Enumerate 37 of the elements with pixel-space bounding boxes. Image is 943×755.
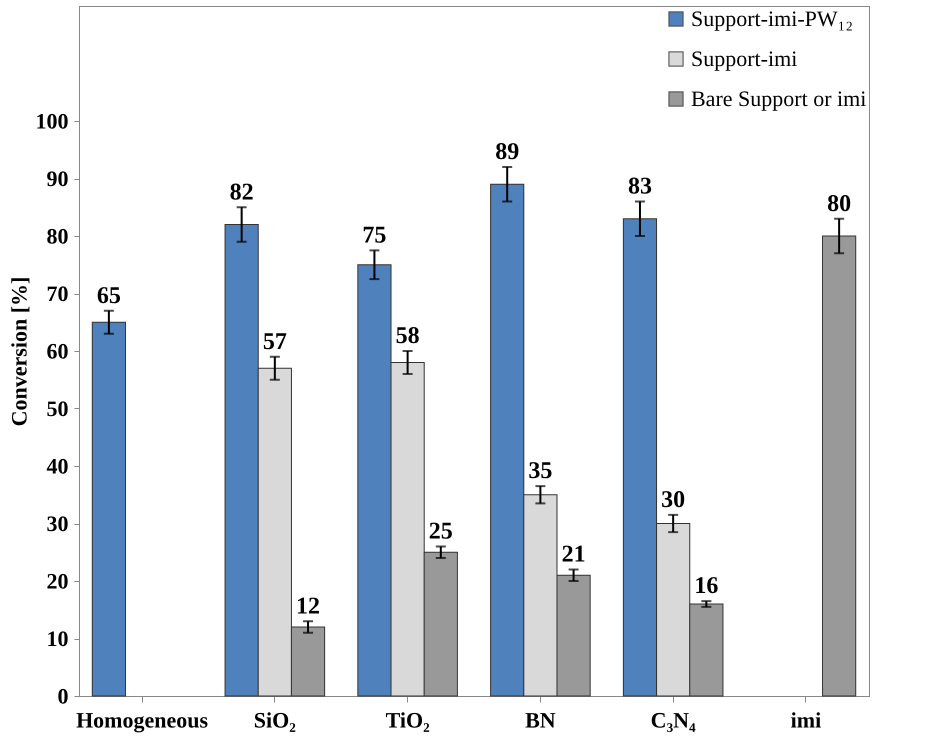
data-label: 75	[362, 222, 386, 248]
data-label: 21	[562, 542, 586, 568]
x-tick-label: Homogeneous	[76, 708, 209, 732]
x-tick-label: imi	[790, 708, 822, 732]
data-label: 25	[428, 518, 453, 544]
x-tick-label: TiO₂	[386, 708, 430, 732]
data-label: 57	[262, 328, 287, 355]
x-tick-label: SiO₂	[254, 708, 296, 732]
data-label: 35	[528, 458, 552, 484]
bar	[92, 322, 126, 696]
data-label: 65	[96, 282, 121, 309]
data-label: 82	[230, 179, 254, 206]
data-label: 12	[296, 593, 320, 620]
y-tick-label: 70	[46, 281, 68, 306]
y-tick-label: 90	[46, 166, 68, 191]
y-tick-label: 0	[58, 684, 68, 708]
data-label: 80	[827, 190, 852, 217]
y-axis-title: Conversion [%]	[6, 276, 32, 426]
y-tick-label: 20	[46, 568, 68, 594]
data-label: 83	[628, 174, 652, 200]
y-tick-label: 80	[46, 224, 68, 248]
legend-label: Support-imi-PW₁₂	[691, 6, 854, 31]
y-tick-label: 40	[46, 454, 68, 478]
data-label: 16	[694, 573, 718, 600]
data-label: 58	[396, 323, 420, 349]
legend-label: Support-imi	[691, 46, 798, 71]
y-tick-label: 10	[46, 626, 68, 651]
x-tick-label: C₃N₄	[650, 708, 696, 732]
data-label: 89	[495, 139, 520, 165]
legend-label: Bare Support or imi	[691, 86, 866, 111]
data-label: 30	[661, 486, 686, 513]
y-tick-label: 30	[46, 511, 68, 536]
y-tick-label: 60	[46, 338, 68, 364]
y-tick-label: 50	[46, 396, 68, 421]
x-tick-label: BN	[525, 708, 556, 732]
y-tick-label: 100	[36, 108, 68, 134]
bar	[822, 236, 856, 696]
